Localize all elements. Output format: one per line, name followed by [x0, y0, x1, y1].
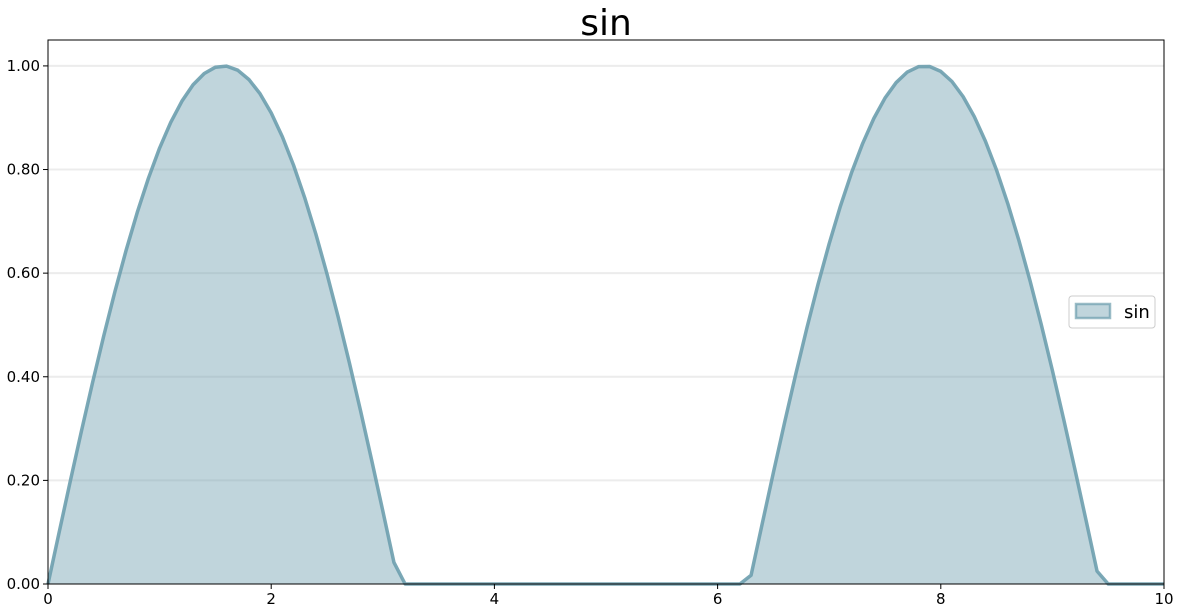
- x-tick-label-3: 6: [713, 590, 723, 608]
- y-tick-label-2: 0.40: [7, 368, 40, 386]
- y-tick-label-4: 0.80: [7, 161, 40, 179]
- y-tick-label-0: 0.00: [7, 575, 40, 593]
- x-tick-label-2: 4: [490, 590, 500, 608]
- x-tick-label-0: 0: [43, 590, 53, 608]
- grid-lines: [48, 64, 1164, 482]
- y-tick-label-3: 0.60: [7, 264, 40, 282]
- legend: sin: [1068, 295, 1156, 329]
- chart-title: sin: [580, 3, 632, 44]
- x-tick-label-5: 10: [1154, 590, 1173, 608]
- x-axis: 0 2 4 6 8 10: [43, 584, 1174, 608]
- y-tick-label-1: 0.20: [7, 471, 40, 489]
- x-tick-label-1: 2: [266, 590, 276, 608]
- x-tick-label-4: 8: [936, 590, 946, 608]
- legend-label-sin: sin: [1124, 302, 1150, 323]
- y-tick-label-5: 1.00: [7, 57, 40, 75]
- legend-swatch-sin: [1074, 302, 1112, 320]
- y-axis: 0.00 0.20 0.40 0.60 0.80 1.00: [7, 57, 48, 593]
- area-fill-sin: [48, 66, 1164, 585]
- plot-frame: [47, 39, 1165, 585]
